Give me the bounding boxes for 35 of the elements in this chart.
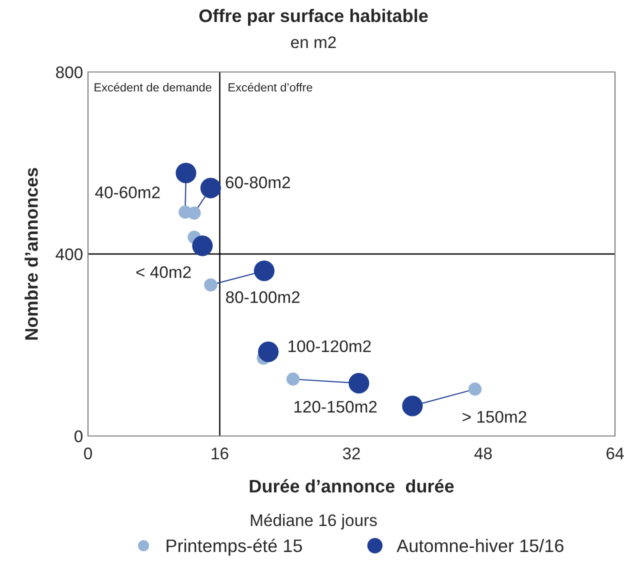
point bbox=[468, 382, 482, 396]
annotation: > 150m2 bbox=[462, 410, 526, 423]
x-tick-label: 32 bbox=[342, 448, 360, 460]
point bbox=[254, 260, 275, 282]
chart-subtitle: en m2 bbox=[291, 36, 336, 48]
y-tick-label: 800 bbox=[56, 66, 82, 78]
point bbox=[402, 396, 423, 416]
y-tick-label: 400 bbox=[56, 248, 82, 260]
x-axis-title: Durée d’annonce durée bbox=[250, 479, 454, 493]
point bbox=[204, 278, 218, 292]
x-tick-label: 64 bbox=[606, 448, 624, 460]
annotation: 40-60m2 bbox=[95, 186, 160, 198]
x-tick-label: 0 bbox=[84, 448, 92, 460]
x-tick-label: 48 bbox=[474, 448, 492, 460]
point bbox=[286, 372, 300, 386]
x-tick-label: 16 bbox=[212, 448, 228, 460]
point bbox=[176, 162, 196, 184]
legend-label: Automne-hiver 15/16 bbox=[396, 538, 564, 552]
y-tick-label: 0 bbox=[74, 430, 82, 442]
annotation: Excédent d’offre bbox=[228, 82, 312, 92]
point bbox=[348, 372, 370, 394]
annotation: 120-150m2 bbox=[294, 400, 377, 413]
text: Médiane 16 jours bbox=[250, 514, 377, 530]
annotation: 60-80m2 bbox=[226, 176, 290, 188]
point bbox=[188, 206, 201, 220]
chart-title: Offre par surface habitable bbox=[199, 8, 428, 26]
annotation: Excédent de demande bbox=[94, 82, 212, 92]
point bbox=[200, 178, 221, 198]
annotation: 80-100m2 bbox=[226, 291, 300, 304]
annotation: < 40m2 bbox=[136, 266, 191, 278]
legend-label: Printemps-été 15 bbox=[166, 538, 302, 556]
annotation: 100-120m2 bbox=[288, 340, 371, 352]
point bbox=[192, 236, 213, 256]
point bbox=[258, 342, 279, 362]
y-axis-title: Nombre d’annonces bbox=[24, 168, 38, 340]
